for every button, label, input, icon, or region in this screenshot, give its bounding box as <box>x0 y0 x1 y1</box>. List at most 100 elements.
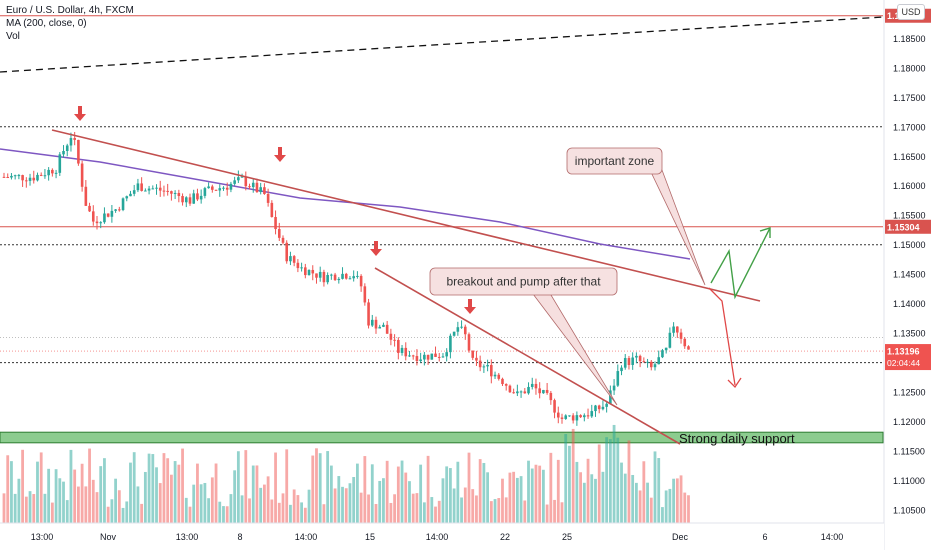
candle[interactable] <box>516 384 519 397</box>
candle[interactable] <box>21 174 24 187</box>
candle[interactable] <box>441 353 445 358</box>
candle[interactable] <box>17 173 21 180</box>
candle[interactable] <box>214 189 218 191</box>
candle[interactable] <box>196 188 199 202</box>
candle[interactable] <box>222 186 225 191</box>
peak-arrow-icon[interactable] <box>74 106 86 121</box>
candle[interactable] <box>54 169 58 179</box>
candle[interactable] <box>199 189 203 204</box>
candle[interactable] <box>28 173 32 186</box>
candle[interactable] <box>259 182 262 195</box>
breakout-callout[interactable]: breakout and pump after that <box>429 267 618 406</box>
candle[interactable] <box>575 411 579 426</box>
candle[interactable] <box>88 202 91 212</box>
candle[interactable] <box>530 377 534 390</box>
candle[interactable] <box>330 273 333 280</box>
candle[interactable] <box>106 213 110 218</box>
candle[interactable] <box>389 328 393 346</box>
candle[interactable] <box>337 277 341 284</box>
candle[interactable] <box>430 353 434 360</box>
candle[interactable] <box>646 358 649 368</box>
candle[interactable] <box>419 352 422 363</box>
volume-indicator-label[interactable]: Vol <box>6 31 20 42</box>
candle[interactable] <box>77 139 80 166</box>
candle[interactable] <box>207 182 210 189</box>
candle[interactable] <box>359 274 363 292</box>
candle[interactable] <box>251 178 255 193</box>
candle[interactable] <box>437 352 441 362</box>
candle[interactable] <box>393 334 396 347</box>
candle[interactable] <box>545 383 549 395</box>
candle[interactable] <box>188 193 192 206</box>
candle[interactable] <box>635 352 638 364</box>
candle[interactable] <box>586 408 590 419</box>
candle[interactable] <box>296 259 300 273</box>
candle[interactable] <box>6 173 10 179</box>
candle[interactable] <box>65 143 69 157</box>
candle[interactable] <box>478 355 482 372</box>
candle[interactable] <box>80 160 84 192</box>
candle[interactable] <box>181 193 184 206</box>
candle[interactable] <box>151 185 155 190</box>
candle[interactable] <box>445 348 448 362</box>
candle[interactable] <box>348 275 352 280</box>
candle[interactable] <box>385 320 389 334</box>
candle[interactable] <box>460 320 463 329</box>
candle[interactable] <box>237 170 240 184</box>
candle[interactable] <box>475 350 478 366</box>
candle[interactable] <box>579 414 582 418</box>
candle[interactable] <box>91 205 95 226</box>
candle[interactable] <box>255 178 259 193</box>
candle[interactable] <box>374 316 378 334</box>
candle[interactable] <box>13 174 17 180</box>
candle[interactable] <box>285 240 289 264</box>
candle[interactable] <box>672 322 675 337</box>
candle[interactable] <box>456 321 460 336</box>
candle[interactable] <box>218 184 222 197</box>
candle[interactable] <box>426 354 430 365</box>
bullish-projection-line[interactable] <box>710 227 771 300</box>
candle[interactable] <box>155 184 158 195</box>
candle[interactable] <box>542 389 545 394</box>
peak-arrow-icon[interactable] <box>370 241 382 256</box>
candle[interactable] <box>326 272 329 285</box>
candle[interactable] <box>653 361 657 371</box>
support-zone-rect[interactable] <box>0 431 884 444</box>
candle[interactable] <box>400 344 404 356</box>
candle[interactable] <box>318 266 322 282</box>
candle[interactable] <box>203 186 207 199</box>
candle[interactable] <box>553 398 556 419</box>
candle[interactable] <box>73 131 76 146</box>
candle[interactable] <box>274 210 277 235</box>
candle[interactable] <box>136 178 140 193</box>
bearish-projection-line[interactable] <box>708 287 736 386</box>
candle[interactable] <box>58 152 62 176</box>
candle[interactable] <box>177 189 181 203</box>
candle[interactable] <box>631 352 634 370</box>
candle[interactable] <box>144 188 147 192</box>
candle[interactable] <box>103 207 106 224</box>
candle[interactable] <box>281 235 285 245</box>
peak-arrow-icon[interactable] <box>464 299 476 314</box>
currency-button[interactable]: USD <box>897 4 925 20</box>
candle[interactable] <box>25 177 28 188</box>
candle[interactable] <box>132 184 136 197</box>
candle[interactable] <box>32 170 36 184</box>
candle[interactable] <box>95 215 99 230</box>
candle[interactable] <box>679 328 683 344</box>
candle[interactable] <box>564 414 568 420</box>
candle[interactable] <box>676 326 679 338</box>
breakout-downtrend-line[interactable] <box>374 267 681 445</box>
candle[interactable] <box>504 383 508 391</box>
candle[interactable] <box>452 331 456 337</box>
candle[interactable] <box>315 273 318 284</box>
candle[interactable] <box>486 359 489 372</box>
candle[interactable] <box>638 354 642 368</box>
candle[interactable] <box>594 404 597 417</box>
candle[interactable] <box>225 182 229 196</box>
candle[interactable] <box>501 377 504 386</box>
candle[interactable] <box>277 222 281 241</box>
candle[interactable] <box>449 333 452 359</box>
candle[interactable] <box>229 181 233 193</box>
